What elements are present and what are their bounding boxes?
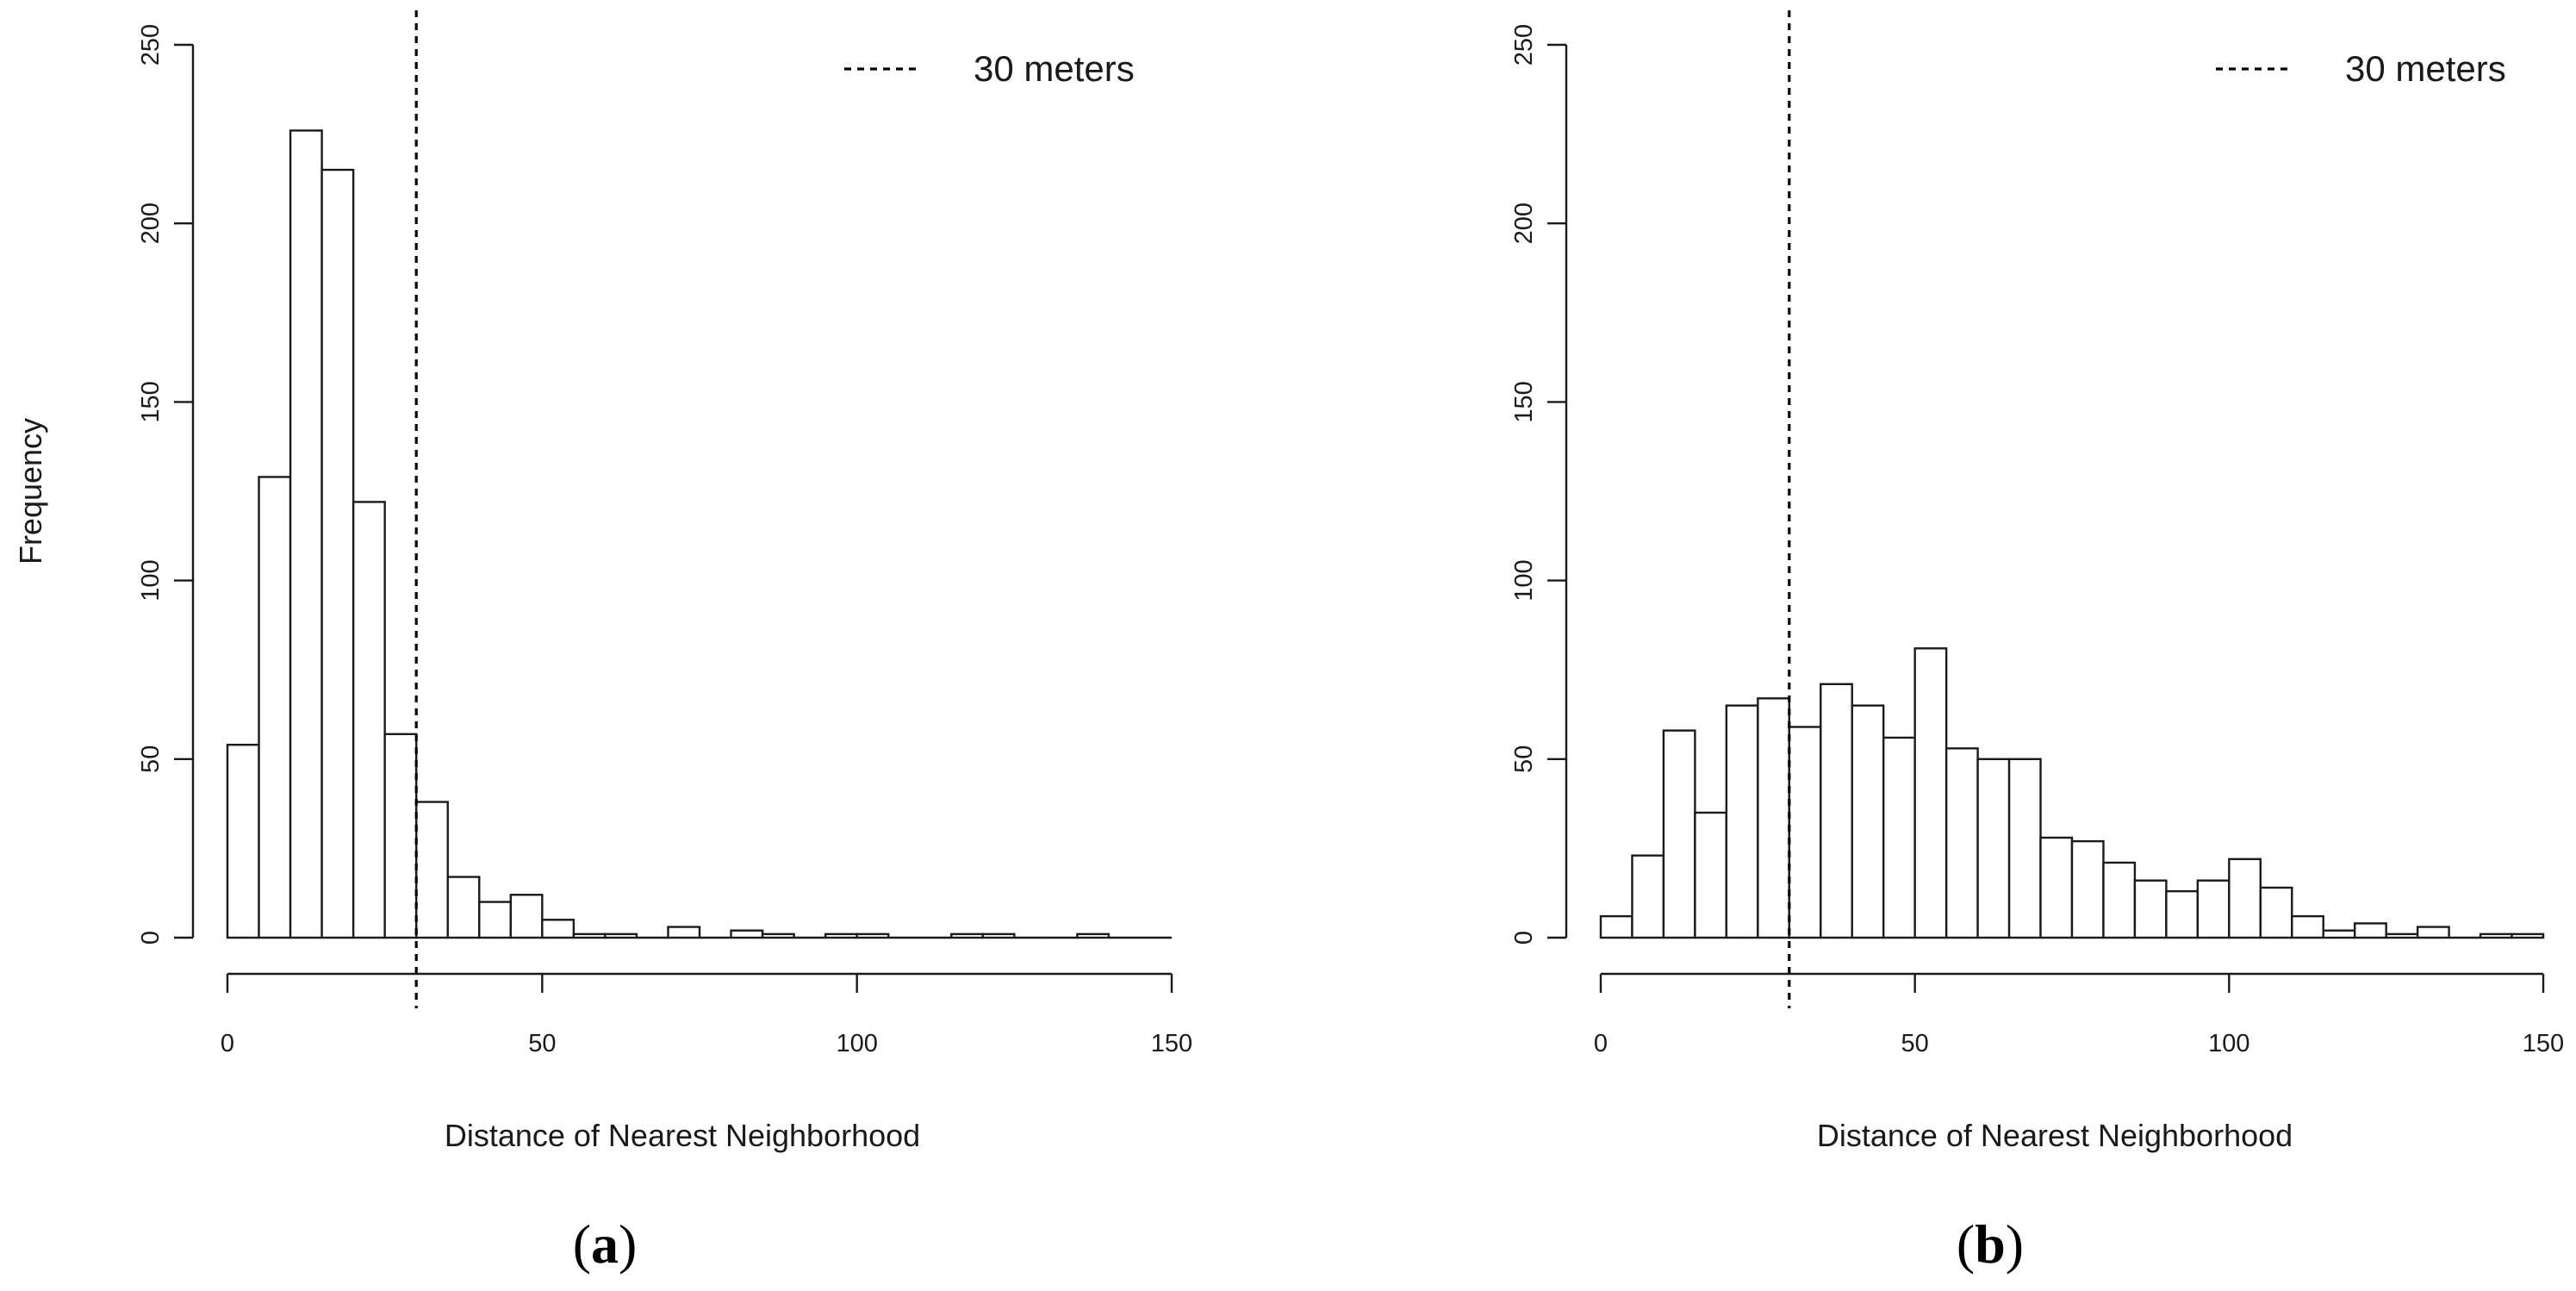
x-tick-label: 100 [2208, 1030, 2249, 1057]
x-tick-label: 100 [836, 1030, 877, 1057]
legend-label: 30 meters [2345, 48, 2506, 89]
panel-letter: b [1975, 1213, 2006, 1275]
histogram-bar [2133, 879, 2168, 939]
histogram-bar [320, 168, 355, 939]
y-tick-label: 150 [1510, 381, 1538, 422]
x-tick-label: 150 [1151, 1030, 1192, 1057]
histogram-bar [383, 733, 418, 939]
histogram-bar [1820, 683, 1853, 939]
histogram-bar [1788, 726, 1822, 939]
y-tick-label: 100 [1510, 559, 1538, 601]
x-axis: 0 50 100 150 [221, 972, 1192, 1057]
histogram-bar [824, 932, 858, 939]
histogram-bar [761, 932, 795, 939]
histogram-bar [2385, 932, 2419, 939]
histogram-bar [1757, 697, 1791, 939]
x-axis-title: Distance of Nearest Neighborhood [445, 1118, 920, 1153]
histogram-bar [541, 919, 576, 939]
histogram-bar [2007, 758, 2042, 939]
y-axis: 0 50 100 150 200 250 [137, 24, 195, 945]
panel-label-a: (a) [573, 1213, 638, 1275]
histogram-bar [667, 926, 701, 939]
y-tick-label: 250 [137, 24, 165, 65]
x-axis-title: Distance of Nearest Neighborhood [1817, 1118, 2293, 1153]
histogram-bars [226, 129, 1172, 939]
histogram-bar [1631, 854, 1665, 939]
histogram-bar [981, 932, 1016, 939]
x-tick-label: 0 [221, 1030, 234, 1057]
histogram-bar [2039, 836, 2074, 939]
histogram-bar [415, 801, 449, 939]
histogram-bar [1076, 932, 1111, 939]
histogram-bar [1662, 729, 1696, 939]
x-axis: 0 50 100 150 [1594, 972, 2564, 1057]
histogram-bar [352, 501, 386, 939]
y-tick-label: 250 [1510, 24, 1538, 65]
y-tick-label: 50 [137, 745, 165, 773]
histogram-bar [1599, 914, 1633, 939]
histogram-bar [2102, 861, 2137, 939]
legend-label: 30 meters [974, 48, 1135, 89]
histogram-bar [1913, 647, 1948, 939]
histogram-bar [2228, 858, 2262, 939]
histogram-bar [2165, 889, 2200, 939]
y-tick-label: 0 [137, 931, 165, 945]
histogram-bar [509, 894, 544, 939]
histogram-bar [289, 129, 323, 939]
histogram-bar [2322, 929, 2356, 939]
x-tick-label: 50 [528, 1030, 556, 1057]
y-tick-label: 200 [137, 203, 165, 244]
histogram-bar [2070, 839, 2105, 939]
histogram-panel-a: 0 50 100 150 200 250 0 50 100 150 Frequency Dist… [13, 10, 1192, 1275]
histogram-bar [730, 929, 764, 939]
legend: 30 meters [844, 48, 1135, 89]
histogram-bars [1599, 647, 2545, 939]
y-tick-label: 150 [137, 381, 165, 422]
histogram-bar [1976, 758, 2011, 939]
histogram-bar [2259, 886, 2293, 939]
histogram-bar [856, 932, 890, 939]
histogram-bar [226, 744, 260, 939]
histogram-bar [572, 932, 607, 939]
histogram-bar [2416, 926, 2450, 939]
y-tick-label: 50 [1510, 745, 1538, 773]
legend: 30 meters [2216, 48, 2506, 89]
histogram-bar [478, 901, 512, 939]
histogram-bar [2479, 932, 2513, 939]
histogram-bar [258, 476, 292, 939]
histogram-bar [1694, 811, 1728, 939]
histogram-bar [1725, 704, 1759, 939]
histogram-bar [604, 932, 638, 939]
x-tick-label: 0 [1594, 1030, 1608, 1057]
histogram-bar [2196, 879, 2231, 939]
histogram-bar [2353, 922, 2387, 939]
y-tick-label: 100 [137, 559, 165, 601]
histogram-bar [446, 876, 481, 939]
y-tick-label: 200 [1510, 203, 1538, 244]
y-tick-label: 0 [1510, 931, 1538, 945]
panel-letter: a [591, 1213, 619, 1275]
y-axis: 0 50 100 150 200 250 [1510, 24, 1568, 945]
x-tick-label: 150 [2523, 1030, 2564, 1057]
histogram-panel-b: 0 50 100 150 200 250 0 50 100 150 Distance of Ne… [1510, 10, 2564, 1275]
histogram-bar [2291, 914, 2324, 939]
panel-label-b: (b) [1957, 1213, 2024, 1275]
x-tick-label: 50 [1901, 1030, 1929, 1057]
histogram-bar [1882, 736, 1916, 939]
histogram-bar [1851, 704, 1885, 939]
histogram-bar [2511, 932, 2545, 939]
y-axis-title: Frequency [13, 418, 48, 564]
histogram-bar [950, 932, 985, 939]
histogram-bar [1944, 747, 1979, 939]
